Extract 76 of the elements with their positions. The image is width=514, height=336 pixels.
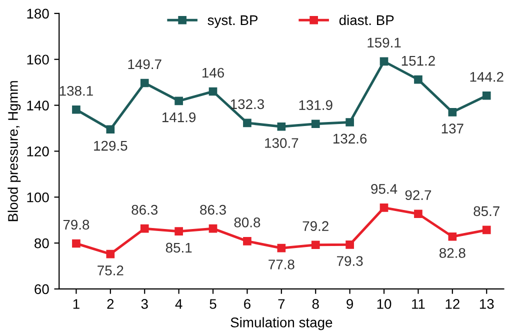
data-label: 132.3 (230, 99, 264, 110)
y-tick-label: 140 (27, 100, 49, 110)
point (106, 125, 115, 134)
y-tick-label: 80 (34, 238, 49, 248)
point (482, 226, 491, 234)
data-label: 95.4 (371, 184, 398, 194)
data-label: 75.2 (98, 266, 124, 276)
point (72, 239, 80, 248)
legend-label: diast. BP (339, 14, 394, 26)
point (174, 96, 183, 106)
data-label: 144.2 (470, 72, 504, 82)
data-label: 86.3 (200, 204, 226, 215)
point (346, 118, 354, 126)
x-tick-label: 4 (175, 299, 182, 309)
point (448, 232, 457, 241)
data-label: 86.3 (132, 204, 158, 215)
point (311, 120, 320, 128)
data-label: 79.3 (337, 256, 363, 266)
point (208, 87, 218, 96)
data-label: 151.2 (402, 56, 435, 66)
point (72, 105, 80, 114)
x-tick-label: 11 (412, 299, 425, 309)
point (346, 240, 354, 249)
y-axis-title: Blood pressure, Hgmm (8, 81, 21, 222)
point (243, 237, 252, 246)
point (106, 250, 115, 258)
y-tick-label: 100 (27, 192, 49, 202)
y-tick-label: 120 (27, 146, 49, 156)
point (414, 210, 422, 218)
x-tick-label: 2 (107, 299, 114, 309)
point (380, 57, 388, 66)
data-label: 77.8 (268, 260, 294, 270)
x-axis-title: Simulation stage (230, 317, 332, 330)
legend-label: syst. BP (208, 15, 258, 28)
data-label: 80.8 (234, 218, 260, 228)
x-tick-label: 3 (141, 299, 148, 309)
x-tick-label: 12 (446, 299, 460, 309)
data-label: 132.6 (334, 134, 367, 144)
data-label: 138.1 (60, 86, 93, 96)
x-tick-label: 7 (278, 299, 285, 309)
point (448, 108, 457, 116)
data-label: 129.5 (94, 140, 128, 151)
data-label: 85.1 (166, 242, 192, 253)
data-label: 146 (202, 68, 224, 78)
point (414, 75, 422, 84)
data-label: 141.9 (162, 112, 196, 122)
point (208, 224, 218, 233)
y-tick-label: 180 (27, 8, 49, 19)
point (311, 240, 320, 250)
data-label: 130.7 (265, 138, 298, 148)
x-tick-label: 9 (346, 299, 354, 309)
data-label: 149.7 (128, 59, 162, 70)
point (482, 91, 491, 100)
x-tick-label: 13 (480, 299, 494, 309)
point (277, 122, 286, 131)
point (140, 78, 149, 88)
y-tick-label: 160 (27, 54, 49, 65)
x-tick-label: 5 (210, 299, 216, 309)
point (243, 118, 252, 128)
x-tick-label: 6 (244, 299, 250, 309)
x-tick-label: 8 (312, 299, 319, 309)
x-tick-label: 1 (73, 299, 80, 309)
data-label: 159.1 (368, 38, 401, 48)
point (380, 204, 388, 212)
x-tick-label: 10 (377, 299, 392, 309)
data-label: 131.9 (299, 100, 332, 110)
point (174, 227, 183, 236)
data-label: 85.7 (474, 206, 500, 216)
point (140, 224, 149, 233)
data-label: 82.8 (440, 248, 466, 258)
data-label: 92.7 (405, 190, 432, 200)
data-label: 137 (442, 124, 464, 134)
data-label: 79.8 (63, 220, 90, 230)
y-tick-label: 60 (34, 284, 49, 294)
data-label: 79.2 (302, 221, 328, 232)
point (277, 244, 286, 252)
